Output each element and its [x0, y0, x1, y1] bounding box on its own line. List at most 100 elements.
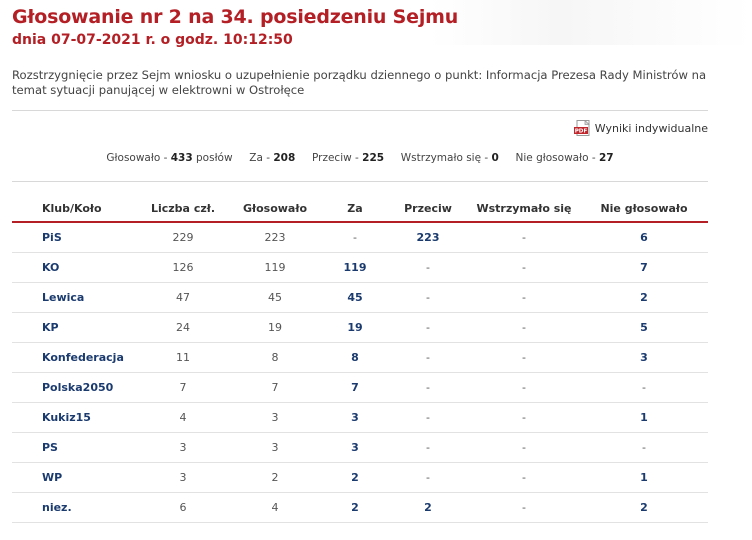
abstain-cell: - — [468, 492, 580, 523]
absent-cell: 5 — [580, 312, 708, 343]
members-cell: 6 — [138, 492, 228, 523]
club-link[interactable]: Polska2050 — [42, 381, 114, 394]
for-cell: 2 — [322, 462, 388, 493]
against-cell: - — [388, 402, 468, 433]
table-row: Kukiz15 4 3 3 - - 1 — [12, 402, 708, 433]
col-header-for[interactable]: Za — [322, 195, 388, 223]
summary-against-label: Przeciw - — [311, 152, 359, 164]
club-results-table: Klub/Koło Liczba czł. Głosowało Za Przec… — [12, 195, 708, 523]
against-cell: - — [388, 462, 468, 493]
abstain-cell: - — [468, 252, 580, 283]
club-link[interactable]: WP — [42, 471, 63, 484]
voted-cell: 223 — [228, 222, 322, 253]
table-row: Lewica 47 45 45 - - 2 — [12, 282, 708, 313]
for-cell: 2 — [322, 492, 388, 523]
abstain-cell: - — [468, 432, 580, 463]
absent-cell: 7 — [580, 252, 708, 283]
table-row: KP 24 19 19 - - 5 — [12, 312, 708, 343]
vote-datetime: dnia 07-07-2021 r. o godz. 10:12:50 — [12, 32, 293, 48]
table-row: PS 3 3 3 - - - — [12, 432, 708, 463]
voted-cell: 19 — [228, 312, 322, 343]
abstain-cell: - — [468, 222, 580, 253]
club-link[interactable]: Lewica — [42, 291, 85, 304]
against-cell: - — [388, 252, 468, 283]
abstain-cell: - — [468, 372, 580, 403]
for-cell: 3 — [322, 402, 388, 433]
against-cell: - — [388, 342, 468, 373]
summary-for-value: 208 — [273, 152, 296, 164]
divider — [12, 110, 708, 111]
against-cell: - — [388, 372, 468, 403]
members-cell: 24 — [138, 312, 228, 343]
club-link[interactable]: niez. — [42, 501, 72, 514]
voted-cell: 119 — [228, 252, 322, 283]
absent-cell: - — [580, 372, 708, 403]
against-cell: - — [388, 282, 468, 313]
summary-against-value: 225 — [362, 152, 385, 164]
col-header-abstain[interactable]: Wstrzymało się — [468, 195, 580, 223]
members-cell: 47 — [138, 282, 228, 313]
col-header-absent[interactable]: Nie głosowało — [580, 195, 708, 223]
absent-cell: 2 — [580, 492, 708, 523]
club-link[interactable]: PS — [42, 441, 58, 454]
summary-mps-label: posłów — [196, 152, 233, 164]
col-header-against[interactable]: Przeciw — [388, 195, 468, 223]
summary-absent-label: Nie głosowało - — [515, 152, 596, 164]
club-link[interactable]: PiS — [42, 231, 62, 244]
summary-for-label: Za - — [249, 152, 271, 164]
page-title: Głosowanie nr 2 na 34. posiedzeniu Sejmu — [12, 6, 459, 28]
absent-cell: 1 — [580, 402, 708, 433]
members-cell: 229 — [138, 222, 228, 253]
summary-voted-value: 433 — [170, 152, 193, 164]
summary-voted-label: Głosowało - — [106, 152, 168, 164]
members-cell: 4 — [138, 402, 228, 433]
against-cell: - — [388, 432, 468, 463]
absent-cell: 3 — [580, 342, 708, 373]
table-row: WP 3 2 2 - - 1 — [12, 462, 708, 493]
for-cell: 119 — [322, 252, 388, 283]
abstain-cell: - — [468, 402, 580, 433]
pdf-icon: PDF — [573, 120, 590, 136]
header-watermark — [430, 0, 752, 45]
for-cell: 19 — [322, 312, 388, 343]
table-header-row: Klub/Koło Liczba czł. Głosowało Za Przec… — [12, 195, 708, 223]
absent-cell: 2 — [580, 282, 708, 313]
vote-summary: Głosowało - 433 posłów Za - 208 Przeciw … — [12, 152, 708, 164]
voted-cell: 2 — [228, 462, 322, 493]
individual-results-link[interactable]: PDF Wyniki indywidualne — [573, 120, 708, 136]
col-header-members[interactable]: Liczba czł. — [138, 195, 228, 223]
club-link[interactable]: Konfederacja — [42, 351, 124, 364]
summary-abstain-label: Wstrzymało się - — [400, 152, 489, 164]
abstain-cell: - — [468, 462, 580, 493]
svg-text:PDF: PDF — [574, 129, 587, 135]
abstain-cell: - — [468, 342, 580, 373]
for-cell: 45 — [322, 282, 388, 313]
for-cell: 7 — [322, 372, 388, 403]
voted-cell: 3 — [228, 432, 322, 463]
members-cell: 126 — [138, 252, 228, 283]
individual-results-label: Wyniki indywidualne — [594, 121, 708, 135]
absent-cell: 6 — [580, 222, 708, 253]
table-row: Konfederacja 11 8 8 - - 3 — [12, 342, 708, 373]
for-cell: 8 — [322, 342, 388, 373]
table-row: Polska2050 7 7 7 - - - — [12, 372, 708, 403]
club-link[interactable]: KP — [42, 321, 59, 334]
summary-absent-value: 27 — [598, 152, 614, 164]
table-row: PiS 229 223 - 223 - 6 — [12, 222, 708, 253]
against-cell: 223 — [388, 222, 468, 253]
members-cell: 3 — [138, 432, 228, 463]
voted-cell: 45 — [228, 282, 322, 313]
summary-abstain-value: 0 — [491, 152, 499, 164]
table-row: niez. 6 4 2 2 - 2 — [12, 492, 708, 523]
col-header-club[interactable]: Klub/Koło — [12, 195, 138, 223]
abstain-cell: - — [468, 282, 580, 313]
col-header-voted[interactable]: Głosowało — [228, 195, 322, 223]
club-link[interactable]: KO — [42, 261, 60, 274]
for-cell: 3 — [322, 432, 388, 463]
voted-cell: 4 — [228, 492, 322, 523]
club-link[interactable]: Kukiz15 — [42, 411, 91, 424]
voted-cell: 7 — [228, 372, 322, 403]
vote-description: Rozstrzygnięcie przez Sejm wniosku o uzu… — [12, 68, 707, 97]
members-cell: 7 — [138, 372, 228, 403]
voted-cell: 8 — [228, 342, 322, 373]
